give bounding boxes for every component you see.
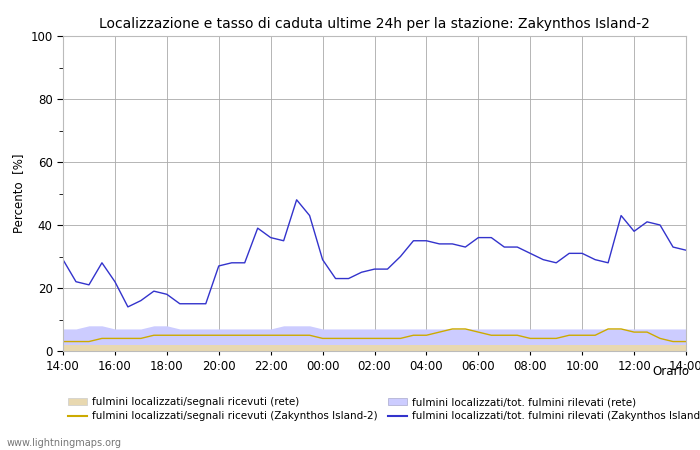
Y-axis label: Percento  [%]: Percento [%] bbox=[12, 154, 24, 233]
Text: www.lightningmaps.org: www.lightningmaps.org bbox=[7, 438, 122, 448]
Legend: fulmini localizzati/segnali ricevuti (rete), fulmini localizzati/segnali ricevut: fulmini localizzati/segnali ricevuti (re… bbox=[68, 397, 700, 421]
Title: Localizzazione e tasso di caduta ultime 24h per la stazione: Zakynthos Island-2: Localizzazione e tasso di caduta ultime … bbox=[99, 17, 650, 31]
Text: Orario: Orario bbox=[652, 365, 690, 378]
